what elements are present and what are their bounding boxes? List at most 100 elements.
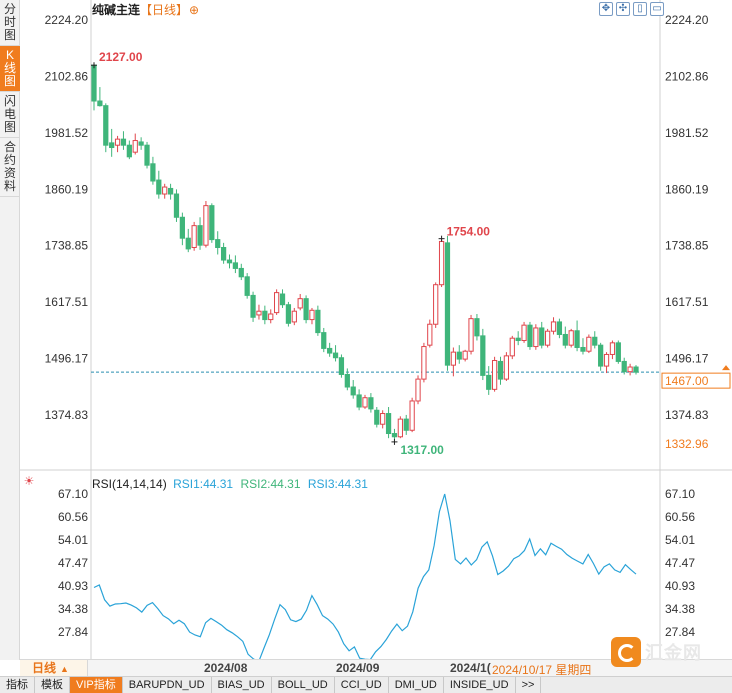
indicator-tab[interactable]: BARUPDN_UD	[123, 677, 212, 693]
candle-body[interactable]	[126, 144, 132, 158]
candle-body[interactable]	[138, 141, 144, 146]
candle-body[interactable]	[433, 284, 439, 325]
candle-body[interactable]	[380, 413, 386, 425]
candle-body[interactable]	[368, 397, 374, 410]
candle-body[interactable]	[603, 353, 610, 367]
indicator-tab[interactable]: 模板	[35, 677, 70, 693]
fullscreen-icon[interactable]: ✥	[599, 2, 613, 16]
candle-body[interactable]	[621, 360, 627, 373]
candle-body[interactable]	[556, 321, 563, 335]
candle-body[interactable]	[303, 298, 309, 321]
side-tab[interactable]: 闪电图	[0, 92, 20, 138]
candle-body[interactable]	[456, 351, 462, 360]
candle-body[interactable]	[409, 400, 415, 431]
candle-body[interactable]	[486, 374, 492, 390]
candle-body[interactable]	[268, 313, 274, 321]
candle-body[interactable]	[480, 335, 486, 376]
candle-body[interactable]	[209, 205, 215, 241]
candle-body[interactable]	[598, 344, 604, 367]
candle-body[interactable]	[220, 247, 227, 261]
candle-body[interactable]	[332, 352, 339, 359]
candle-body[interactable]	[350, 386, 356, 396]
indicator-tab[interactable]: VIP指标	[70, 677, 123, 693]
candle-body[interactable]	[580, 346, 586, 352]
indicator-tab[interactable]: INSIDE_UD	[444, 677, 516, 693]
candle-body[interactable]	[109, 142, 115, 149]
drawing-icon[interactable]: ▭	[650, 2, 664, 16]
candle-body[interactable]	[421, 346, 427, 380]
period-select[interactable]: 日线 ▲	[20, 660, 88, 676]
candle-body[interactable]	[232, 262, 239, 269]
candle-body[interactable]	[262, 310, 268, 321]
candle-body[interactable]	[374, 409, 380, 425]
candle-body[interactable]	[327, 347, 333, 354]
candle-body[interactable]	[503, 355, 510, 380]
indicator-tab[interactable]: DMI_UD	[389, 677, 444, 693]
period-tag[interactable]: 【日线】	[140, 3, 189, 17]
candle-body[interactable]	[633, 366, 639, 373]
candle-body[interactable]	[385, 413, 392, 435]
candle-body[interactable]	[250, 294, 256, 318]
add-icon[interactable]: ⊕	[189, 3, 200, 17]
candle-body[interactable]	[279, 293, 286, 306]
indicator-tab[interactable]: >>	[516, 677, 542, 693]
candle-body[interactable]	[497, 360, 504, 380]
candle-body[interactable]	[515, 337, 521, 342]
candle-body[interactable]	[309, 309, 315, 321]
candle-body[interactable]	[321, 332, 327, 349]
candle-body[interactable]	[156, 179, 162, 195]
candle-body[interactable]	[91, 64, 97, 102]
candle-body[interactable]	[167, 187, 174, 195]
candle-body[interactable]	[103, 105, 109, 146]
candle-body[interactable]	[97, 100, 103, 107]
candle-body[interactable]	[415, 378, 421, 402]
candle-body[interactable]	[397, 418, 403, 438]
candle-body[interactable]	[226, 259, 233, 264]
candle-body[interactable]	[568, 330, 574, 346]
candle-body[interactable]	[592, 336, 598, 346]
candle-body[interactable]	[162, 186, 168, 195]
candle-body[interactable]	[539, 327, 545, 346]
candle-body[interactable]	[550, 321, 557, 332]
candle-body[interactable]	[338, 357, 345, 375]
indicator-tab[interactable]: BIAS_UD	[212, 677, 272, 693]
candle-body[interactable]	[120, 138, 127, 146]
candle-body[interactable]	[403, 418, 409, 431]
candle-body[interactable]	[462, 350, 468, 360]
candle-body[interactable]	[450, 351, 456, 366]
candle-body[interactable]	[527, 324, 533, 348]
candle-body[interactable]	[562, 333, 568, 346]
expand-icon[interactable]: ✣	[616, 2, 630, 16]
candle-body[interactable]	[173, 193, 180, 218]
candle-body[interactable]	[215, 239, 221, 249]
candle-body[interactable]	[356, 394, 362, 408]
candle-body[interactable]	[391, 433, 398, 438]
candle-body[interactable]	[203, 205, 209, 246]
candle-body[interactable]	[132, 140, 138, 153]
candle-body[interactable]	[291, 310, 297, 323]
candle-body[interactable]	[574, 330, 580, 348]
candle-body[interactable]	[315, 309, 321, 334]
candle-body[interactable]	[586, 336, 592, 352]
candle-body[interactable]	[144, 144, 150, 166]
candle-body[interactable]	[427, 323, 433, 346]
candle-body[interactable]	[238, 267, 244, 278]
candle-body[interactable]	[285, 304, 292, 324]
candle-body[interactable]	[256, 310, 262, 316]
candle-body[interactable]	[185, 237, 191, 250]
side-tab[interactable]: 合约资料	[0, 138, 20, 197]
candle-body[interactable]	[179, 216, 185, 239]
candle-body[interactable]	[521, 324, 527, 342]
candle-body[interactable]	[114, 138, 121, 146]
rsi-title[interactable]: RSI(14,14,14)	[92, 477, 167, 491]
indicator-tab[interactable]: CCI_UD	[335, 677, 389, 693]
candle-body[interactable]	[444, 242, 451, 366]
candle-body[interactable]	[474, 318, 480, 337]
candle-body[interactable]	[438, 240, 445, 286]
candle-body[interactable]	[297, 298, 303, 309]
candle-body[interactable]	[615, 342, 621, 362]
layout-icon[interactable]: ▯	[633, 2, 647, 16]
candle-body[interactable]	[244, 276, 250, 296]
